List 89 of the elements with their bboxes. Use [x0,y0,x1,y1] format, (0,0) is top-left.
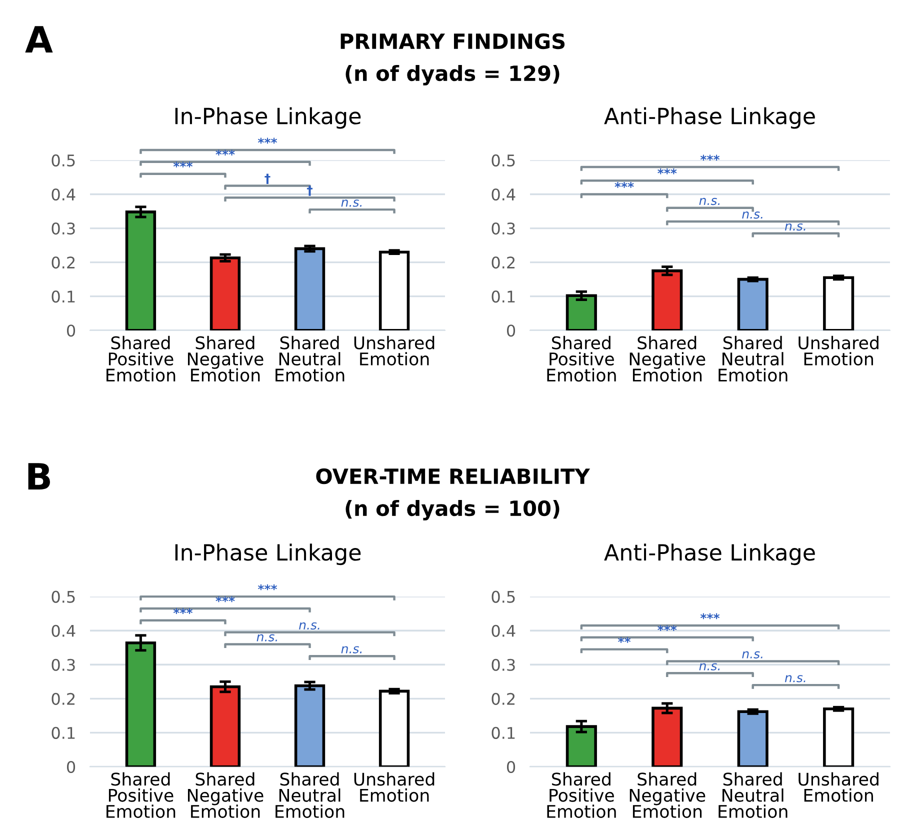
annotation: n.s. [784,223,806,231]
y-tick-label: 0.2 [52,256,75,269]
chart-title: In-Phase Linkage [175,544,361,566]
y-tick-label: 0.5 [492,590,515,603]
text: *** [258,584,278,590]
annotation: *** [614,182,634,188]
y-tick-label: 0.5 [492,154,515,167]
y-tick-label: 0.4 [492,624,516,637]
annotation: n.s. [256,634,278,642]
x-tick-label: Unshared Emotion [354,772,434,802]
x-tick-label: Shared Positive Emotion [106,336,176,382]
y-tick-label: 0.5 [52,154,75,167]
y-tick-label: 0 [67,760,76,774]
x-tick-label: Shared Negative Emotion [630,336,706,382]
bar [566,725,597,767]
y-tick-label: 0.4 [492,188,516,201]
annotation: † [264,174,270,184]
y-tick-label: 0.4 [52,624,76,637]
annotation: n.s. [742,651,762,658]
y-tick-label: 0.1 [52,726,75,739]
chart-title: Anti-Phase Linkage [604,107,815,129]
y-tick-label: 0.3 [52,222,75,235]
x-tick-label: Shared Neutral Emotion [718,772,788,818]
bar [652,269,683,330]
annotation: *** [658,168,677,174]
chart-title: Anti-Phase Linkage [604,544,815,566]
y-tick-label: 0.4 [52,188,76,201]
y-tick-label: 0 [507,324,516,337]
annotation: n.s. [341,200,362,207]
text: B [28,463,50,490]
annotation: n.s. [299,622,320,630]
bar [294,684,326,767]
bar [566,294,597,330]
text: OVER-TIME RELIABILITY [316,468,590,484]
annotation: n.s. [742,212,762,219]
x-tick-label: Shared Neutral Emotion [276,772,344,818]
bar [823,276,854,330]
x-tick-label: Shared Negative Emotion [188,772,264,818]
annotation: n.s. [699,663,720,670]
annotation: *** [173,162,193,168]
bar [652,706,683,767]
x-tick-label: Unshared Emotion [354,336,434,366]
annotation: *** [700,613,720,620]
y-tick-label: 0.1 [492,290,515,303]
bar [125,210,156,330]
text: *** [258,138,278,144]
x-tick-label: Shared Neutral Emotion [276,336,344,382]
y-tick-label: 0.2 [52,692,75,705]
bar [737,278,768,330]
text: (n of dyads = 129) [346,65,560,86]
y-tick-label: 0.2 [492,692,515,705]
annotation: *** [216,596,235,602]
x-tick-label: Shared Negative Emotion [630,772,706,818]
y-tick-label: 0.3 [52,658,75,671]
text: *** [216,150,235,156]
bar [210,256,241,330]
y-tick-label: 0 [507,760,516,774]
annotation: ** [618,637,631,643]
bar [737,710,768,767]
x-tick-label: Shared Negative Emotion [188,336,264,382]
chart-title: In-Phase Linkage [175,107,361,129]
annotation: n.s. [699,198,720,206]
y-tick-label: 0.1 [492,726,515,739]
bar [378,250,410,330]
y-tick-label: 0.2 [492,256,515,269]
x-tick-label: Unshared Emotion [798,772,878,802]
y-tick-label: 0.3 [492,222,515,235]
text: (n of dyads = 100) [346,500,560,520]
text: A [25,26,53,52]
y-tick-label: 0 [67,324,76,337]
text: PRIMARY FINDINGS [340,33,565,50]
annotation: † [306,186,313,196]
bar [823,707,854,767]
annotation: *** [658,625,677,631]
x-tick-label: Shared Positive Emotion [106,772,176,818]
bar [210,685,241,767]
annotation: *** [700,154,720,161]
bar [378,690,410,767]
x-tick-label: Shared Positive Emotion [547,336,616,382]
x-tick-label: Shared Neutral Emotion [718,336,788,382]
y-tick-label: 0.5 [52,590,75,603]
annotation: n.s. [341,646,362,654]
x-tick-label: Shared Positive Emotion [547,772,616,818]
annotation: n.s. [784,675,806,682]
annotation: *** [173,608,193,614]
bar [294,247,326,330]
y-tick-label: 0.3 [492,658,515,671]
y-tick-label: 0.1 [52,290,75,303]
x-tick-label: Unshared Emotion [798,336,878,366]
